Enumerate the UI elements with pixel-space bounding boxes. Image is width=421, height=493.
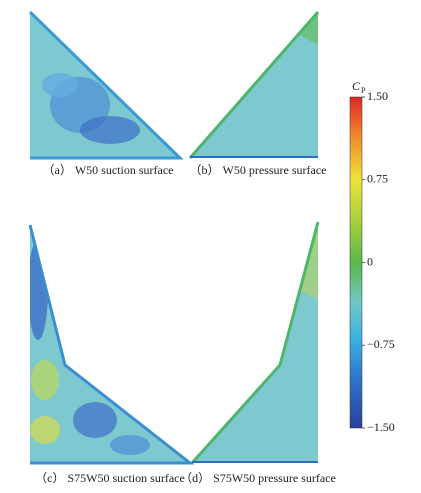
colorbar-label: C (352, 79, 361, 93)
panel-a: （a） W50 suction surface (28, 10, 184, 177)
panel-caption: （a） W50 suction surface (43, 163, 174, 177)
colorbar-tick-label: 0 (367, 254, 373, 268)
colorbar-tick-label: 1.50 (367, 89, 388, 103)
colorbar-scale (349, 96, 363, 429)
colorbar: C P 1.50 0.75 0 −0.75 −1.50 (349, 79, 395, 434)
colorbar-tick-label: 0.75 (367, 172, 388, 186)
colorbar-label-sub: P (361, 86, 366, 95)
panel-caption: （c） S75W50 suction surface (35, 471, 185, 485)
colorbar-tick-label: −1.50 (367, 420, 395, 434)
colorbar-tick-label: −0.75 (367, 337, 395, 351)
panel-c: （c） S75W50 suction surface (28, 224, 195, 485)
panel-d: （d） S75W50 pressure surface (180, 221, 336, 485)
panel-caption: （d） S75W50 pressure surface (180, 471, 336, 485)
panel-b: （b） W50 pressure surface (188, 11, 327, 177)
panel-caption: （b） W50 pressure surface (190, 163, 327, 177)
